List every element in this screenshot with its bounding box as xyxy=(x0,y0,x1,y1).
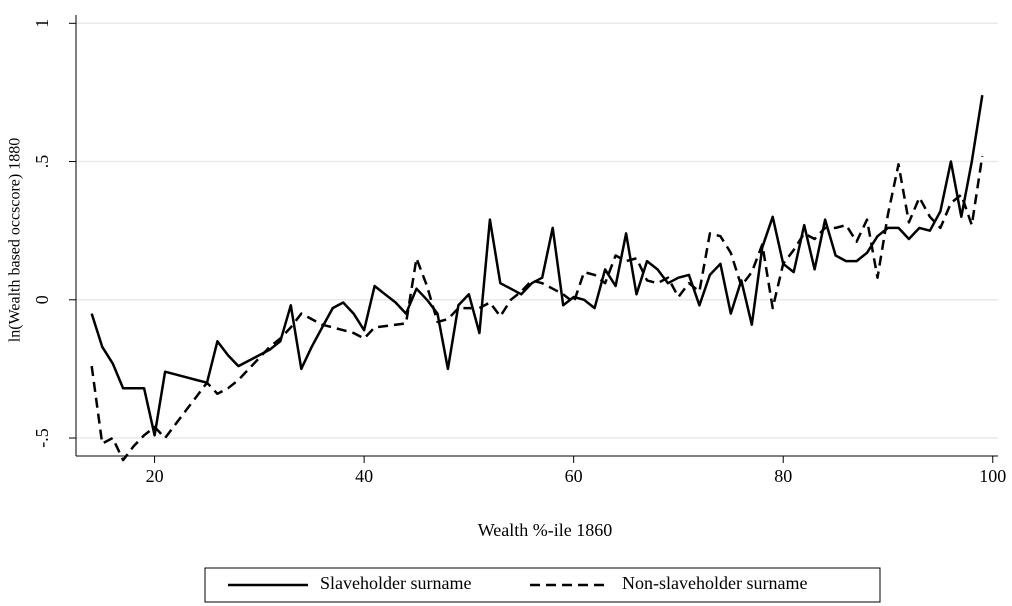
x-tick-label: 60 xyxy=(565,466,583,486)
y-tick-label: 1 xyxy=(32,19,52,28)
y-tick-label: -.5 xyxy=(32,428,52,448)
legend-label: Slaveholder surname xyxy=(320,573,471,593)
series-line xyxy=(90,95,984,437)
x-tick-label: 20 xyxy=(146,466,164,486)
series-line xyxy=(90,155,984,462)
x-tick-label: 80 xyxy=(774,466,792,486)
x-tick-label: 40 xyxy=(355,466,373,486)
legend-label: Non-slaveholder surname xyxy=(622,573,807,593)
y-tick-label: .5 xyxy=(32,155,52,169)
x-tick-label: 100 xyxy=(979,466,1006,486)
y-axis-label: ln(Wealth based occscore) 1880 xyxy=(7,138,24,342)
x-axis-label: Wealth %-ile 1860 xyxy=(478,520,613,540)
y-tick-label: 0 xyxy=(32,295,52,304)
legend xyxy=(204,567,881,603)
